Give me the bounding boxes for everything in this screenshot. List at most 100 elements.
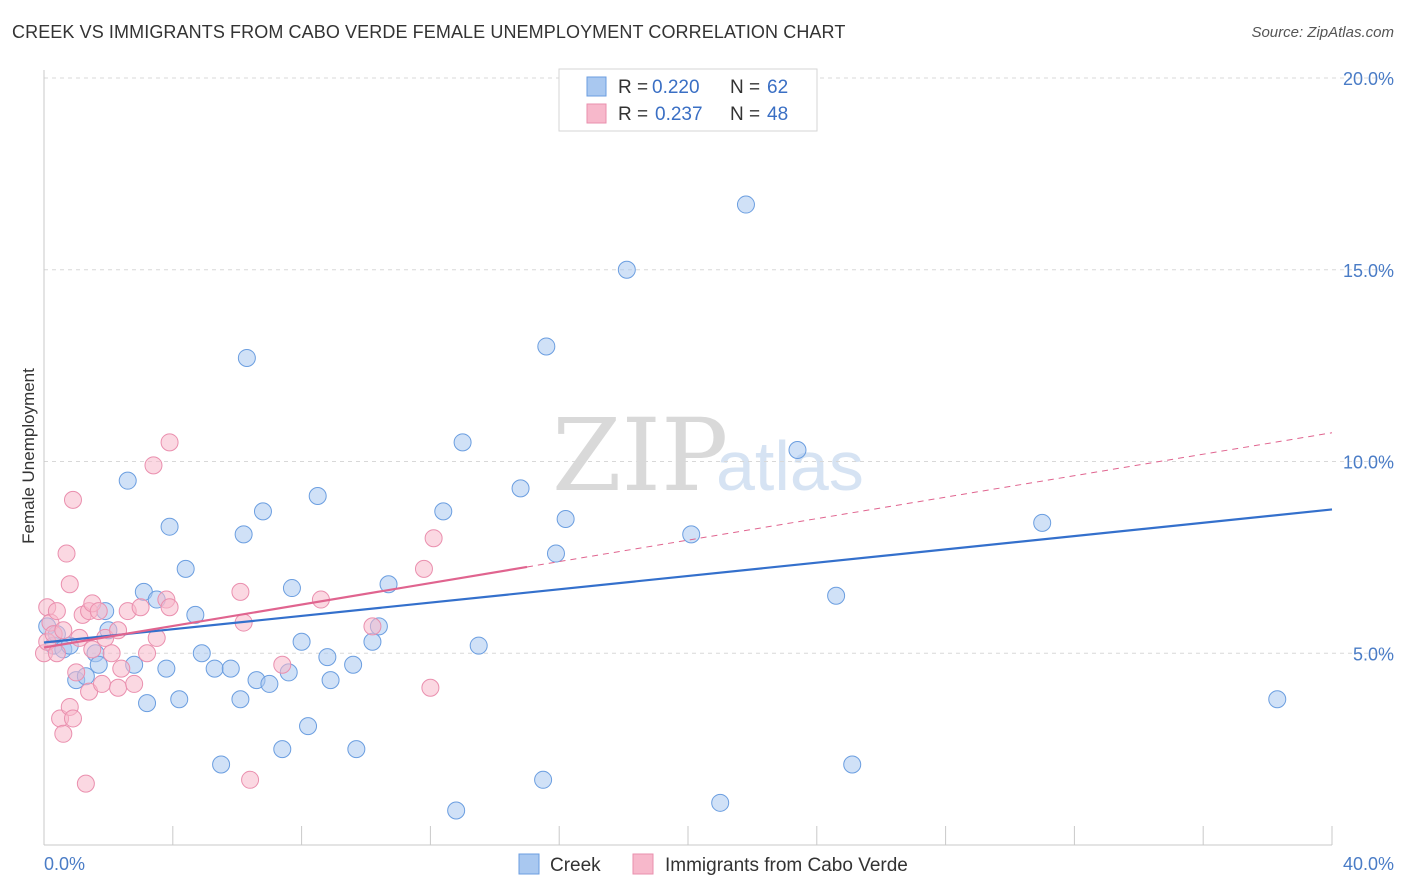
x-ticks	[172, 826, 1333, 845]
bottom-legend-label-cabo: Immigrants from Cabo Verde	[665, 855, 908, 876]
y-tick-label: 10.0%	[1343, 453, 1394, 473]
creek-point	[546, 544, 565, 563]
creek-point	[447, 801, 466, 820]
cabo-verde-point	[138, 644, 157, 663]
creek-point	[347, 740, 366, 759]
cabo-verde-point	[414, 559, 433, 578]
creek-trend-line	[43, 508, 1333, 644]
creek-point	[318, 648, 337, 667]
cabo-verde-trend-extension	[526, 432, 1333, 568]
creek-point	[138, 694, 157, 713]
cabo-verde-point	[131, 598, 150, 617]
creek-point	[292, 632, 311, 651]
creek-point	[321, 671, 340, 690]
creek-point	[205, 659, 224, 678]
legend-n-value-1: 62	[767, 77, 788, 98]
cabo-verde-trend-line	[43, 565, 528, 649]
legend-r-label-1: R =	[618, 77, 648, 98]
cabo-verde-point	[89, 602, 108, 621]
creek-point	[118, 471, 137, 490]
legend-r-value-1: 0.220	[652, 77, 700, 98]
cabo-verde-point	[63, 709, 82, 728]
creek-point	[1033, 513, 1052, 532]
correlation-legend: R = 0.220 N = 62 R = 0.237 N = 48	[558, 68, 818, 132]
creek-point	[711, 793, 730, 812]
y-tick-label: 20.0%	[1343, 69, 1394, 89]
creek-point	[682, 525, 701, 544]
creek-point	[308, 487, 327, 506]
trend-lines	[43, 432, 1333, 649]
creek-point	[170, 690, 189, 709]
cabo-verde-point	[67, 663, 86, 682]
cabo-verde-point	[47, 602, 66, 621]
creek-point	[534, 770, 553, 789]
cabo-verde-point	[160, 598, 179, 617]
creek-point	[469, 636, 488, 655]
creek-point	[186, 605, 205, 624]
cabo-verde-point	[424, 529, 443, 548]
cabo-verde-points	[35, 433, 443, 793]
cabo-verde-point	[60, 575, 79, 594]
cabo-verde-point	[57, 544, 76, 563]
cabo-verde-point	[125, 674, 144, 693]
cabo-verde-point	[83, 640, 102, 659]
cabo-verde-point	[76, 774, 95, 793]
bottom-legend-swatch-cabo	[632, 853, 654, 875]
creek-point	[843, 755, 862, 774]
creek-point	[157, 659, 176, 678]
legend-n-label-2: N =	[730, 104, 760, 125]
chart-title: CREEK VS IMMIGRANTS FROM CABO VERDE FEMA…	[12, 22, 846, 42]
creek-point	[273, 740, 292, 759]
series-legend: Creek Immigrants from Cabo Verde	[518, 853, 908, 876]
legend-swatch-creek	[586, 76, 607, 97]
cabo-verde-point	[54, 621, 73, 640]
creek-point	[299, 717, 318, 736]
cabo-verde-point	[109, 678, 128, 697]
creek-point	[827, 586, 846, 605]
cabo-verde-point	[241, 770, 260, 789]
creek-point	[453, 433, 472, 452]
creek-point	[231, 690, 250, 709]
cabo-verde-point	[273, 655, 292, 674]
creek-point	[160, 517, 179, 536]
creek-point	[221, 659, 240, 678]
cabo-verde-point	[112, 659, 131, 678]
x-tick-label-right: 40.0%	[1343, 854, 1394, 874]
creek-point	[537, 337, 556, 356]
watermark-atlas: atlas	[716, 427, 864, 505]
cabo-verde-point	[421, 678, 440, 697]
cabo-verde-point	[54, 724, 73, 743]
creek-point	[212, 755, 231, 774]
creek-point	[511, 479, 530, 498]
creek-point	[344, 655, 363, 674]
legend-n-value-2: 48	[767, 104, 788, 125]
creek-point	[282, 579, 301, 598]
legend-n-label-1: N =	[730, 77, 760, 98]
y-tick-label: 15.0%	[1343, 261, 1394, 281]
cabo-verde-point	[231, 582, 250, 601]
cabo-verde-point	[92, 674, 111, 693]
creek-point	[363, 632, 382, 651]
creek-point	[1268, 690, 1287, 709]
creek-point	[434, 502, 453, 521]
y-tick-label: 5.0%	[1353, 644, 1394, 664]
bottom-legend-label-creek: Creek	[550, 855, 601, 876]
legend-swatch-cabo	[586, 103, 607, 124]
cabo-verde-point	[160, 433, 179, 452]
creek-point	[237, 348, 256, 367]
cabo-verde-point	[102, 644, 121, 663]
creek-point	[736, 195, 755, 214]
x-tick-label-left: 0.0%	[44, 854, 85, 874]
creek-point	[234, 525, 253, 544]
creek-point	[176, 559, 195, 578]
creek-point	[89, 655, 108, 674]
source-label: Source: ZipAtlas.com	[1251, 24, 1394, 41]
y-tick-labels: 5.0% 10.0% 15.0% 20.0%	[1343, 69, 1394, 664]
legend-r-value-2: 0.237	[655, 104, 703, 125]
cabo-verde-point	[144, 456, 163, 475]
creek-point	[788, 440, 807, 459]
creek-point	[617, 260, 636, 279]
cabo-verde-point	[363, 617, 382, 636]
creek-point	[192, 644, 211, 663]
